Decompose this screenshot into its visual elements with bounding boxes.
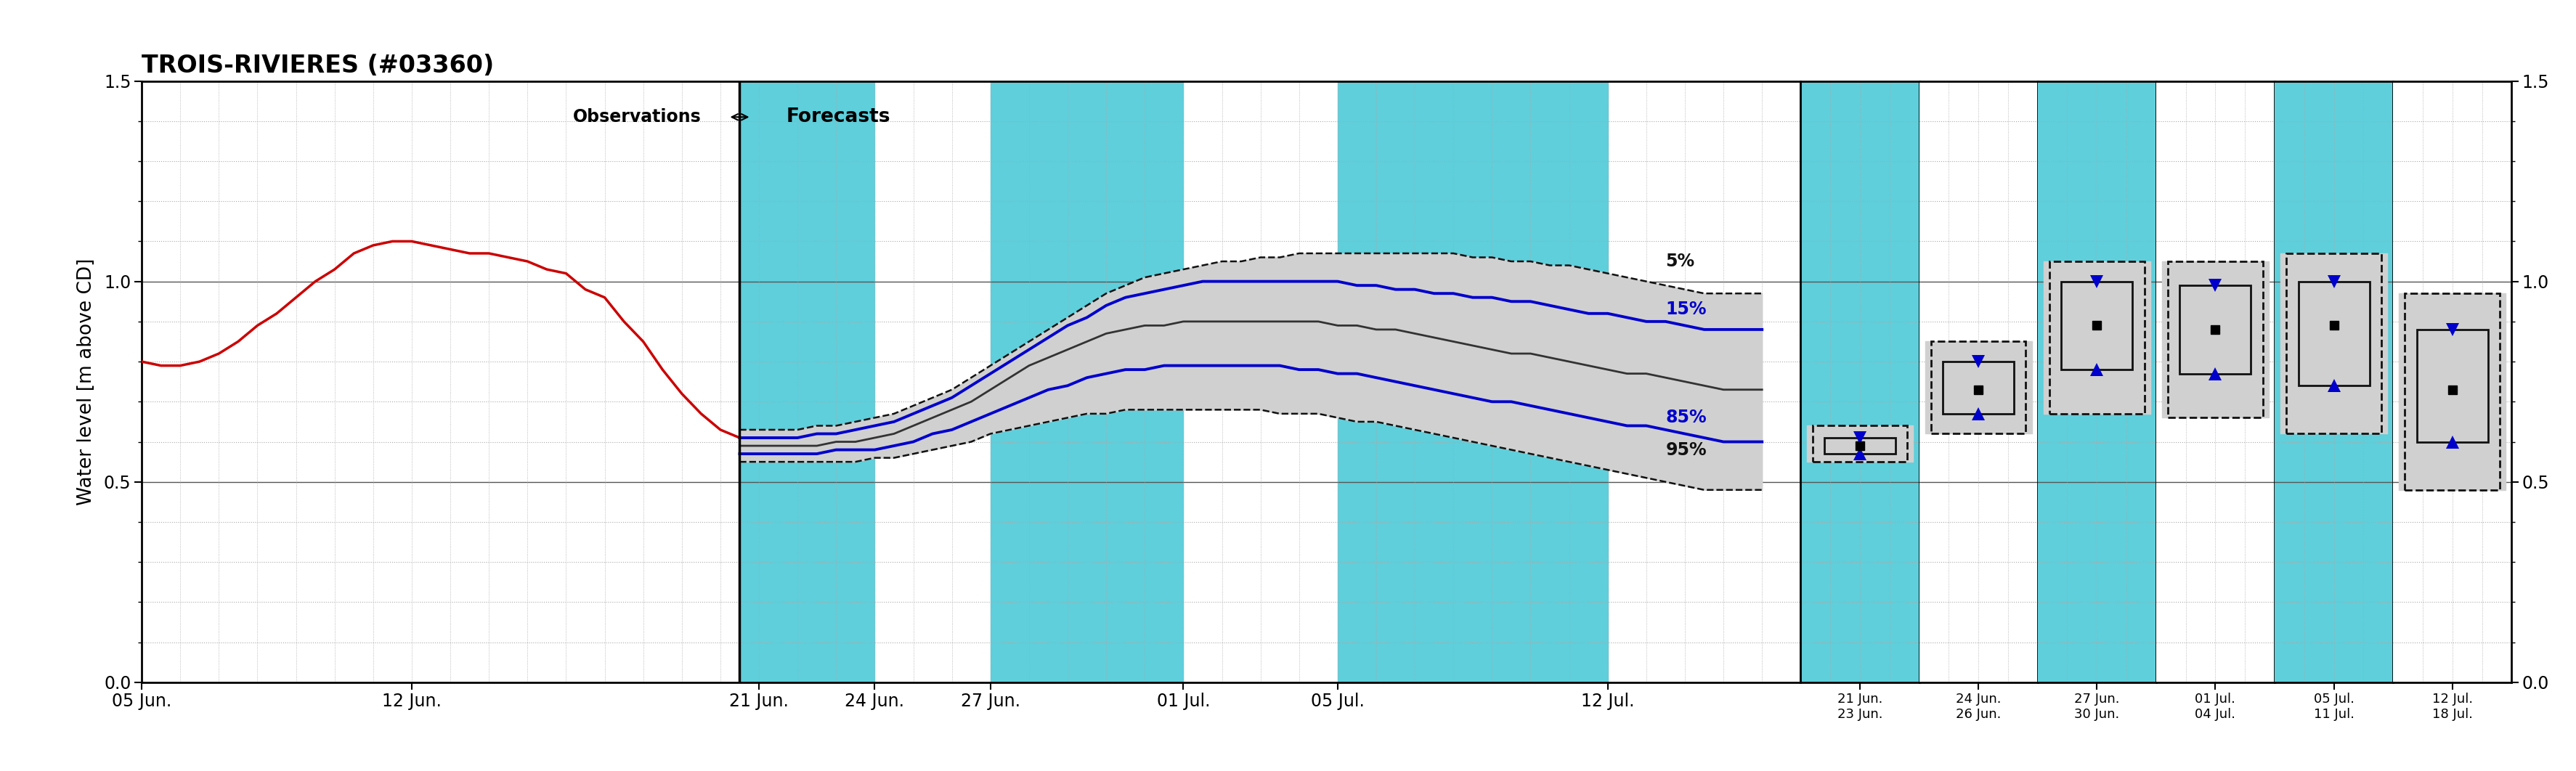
Bar (2287, 254, 2380, 434)
Bar (2169, 261, 2262, 418)
Bar (1337, 81, 1607, 682)
Y-axis label: Water level [m above CD]: Water level [m above CD] (77, 258, 95, 505)
Text: 5%: 5% (1667, 253, 1695, 270)
Bar (739, 81, 876, 682)
Text: 15%: 15% (1667, 301, 1708, 318)
Bar (2061, 281, 2133, 369)
Bar (1824, 438, 1896, 454)
Bar (2298, 281, 2370, 386)
Bar (989, 81, 1182, 682)
Text: TROIS-RIVIERES (#03360): TROIS-RIVIERES (#03360) (142, 54, 495, 78)
Bar (2416, 329, 2488, 442)
Bar (2406, 294, 2499, 490)
Bar (2050, 261, 2143, 414)
Text: Observations: Observations (572, 109, 701, 126)
Text: 95%: 95% (1667, 441, 1708, 459)
Text: Forecasts: Forecasts (786, 108, 891, 126)
Bar (1942, 362, 2014, 414)
Bar (1932, 342, 2025, 434)
Bar (1814, 426, 1906, 462)
Bar (2179, 285, 2251, 374)
Text: 85%: 85% (1667, 409, 1708, 426)
